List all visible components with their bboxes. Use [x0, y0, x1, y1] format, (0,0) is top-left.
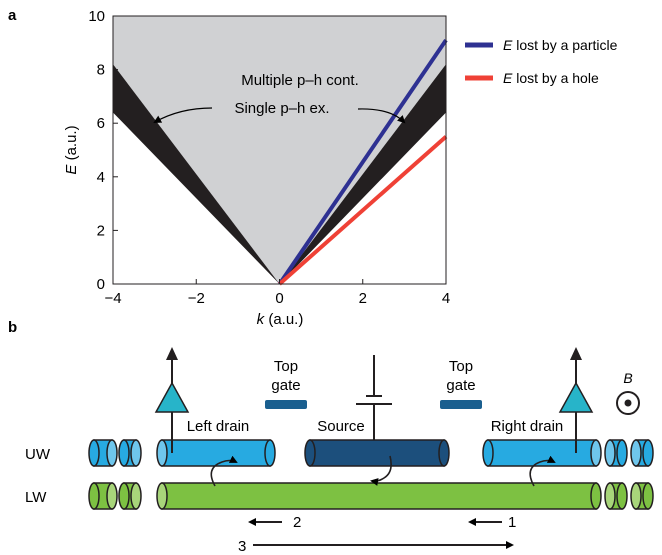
x-tick-label: −4 [104, 290, 121, 307]
x-tick-label: 4 [442, 290, 450, 307]
annotation-multiple-ph: Multiple p–h cont. [241, 72, 359, 89]
x-tick-label: −2 [188, 290, 205, 307]
y-tick-label: 6 [97, 115, 105, 132]
dispersion-chart: −4 −2 0 2 4 0 2 4 6 8 10 Multiple p–h cont. Singl… [63, 8, 450, 328]
uw-left-drain-cylinder [156, 439, 276, 467]
lw-segment-left-2 [118, 482, 142, 510]
y-tick-label: 0 [97, 276, 105, 293]
right-drain-amplifier [558, 347, 594, 453]
path-arrow-1-label: 1 [508, 514, 516, 531]
lw-segment-left-1 [88, 482, 118, 510]
top-gate-left [265, 400, 307, 409]
y-tick-label: 8 [97, 62, 105, 79]
tunneling-arrow-left [210, 455, 238, 487]
source-label: Source [317, 418, 365, 435]
chart-series [277, 38, 448, 286]
top-gate-right-label-1: Top [449, 358, 473, 375]
series-line-0 [277, 38, 448, 286]
legend-label-hole: E lost by a hole [503, 70, 599, 86]
x-tick-label: 0 [275, 290, 283, 307]
uw-segment-right-1 [604, 439, 628, 467]
lw-segment-right-1 [604, 482, 628, 510]
panel-b-label: b [8, 319, 17, 336]
left-drain-label: Left drain [187, 418, 250, 435]
annotation-single-ph: Single p–h ex. [234, 100, 329, 117]
lw-label: LW [25, 489, 47, 506]
path-arrow-3-label: 3 [238, 538, 246, 555]
uw-source-cylinder [304, 439, 450, 467]
lw-main-cylinder [156, 482, 602, 510]
uw-label: UW [25, 446, 51, 463]
source-bias-symbol [356, 355, 392, 440]
top-gate-left-label-2: gate [271, 377, 300, 394]
chart-regions [113, 16, 446, 285]
uw-segment-left-2 [118, 439, 142, 467]
device-schematic: Top gate Top gate Left drain Source Righ… [25, 347, 654, 555]
y-tick-label: 2 [97, 222, 105, 239]
b-field-label: B [623, 370, 632, 386]
uw-right-drain-cylinder [482, 439, 602, 467]
b-field-dot-icon [624, 399, 632, 407]
x-tick-label: 2 [359, 290, 367, 307]
left-drain-amplifier [154, 347, 190, 453]
right-drain-label: Right drain [491, 418, 564, 435]
panel-a-label: a [8, 7, 17, 24]
legend: E lost by a particle E lost by a hole [465, 37, 618, 86]
y-tick-label: 4 [97, 169, 105, 186]
path-arrow-2-label: 2 [293, 514, 301, 531]
annotation-arrow-right [357, 108, 406, 124]
y-tick-label: 10 [88, 8, 105, 25]
region-0 [113, 16, 446, 284]
annotation-arrow-left [153, 107, 213, 123]
uw-segment-left-1 [88, 439, 118, 467]
y-axis-label: E (a.u.) [63, 125, 80, 174]
series-line-1 [278, 135, 448, 286]
x-axis-label: k (a.u.) [257, 311, 304, 328]
lw-segment-right-2 [630, 482, 654, 510]
top-gate-right-label-2: gate [446, 377, 475, 394]
y-ticks: 0 2 4 6 8 10 [88, 8, 118, 293]
uw-segment-right-2 [630, 439, 654, 467]
tunneling-arrow-source [370, 455, 392, 486]
legend-label-particle: E lost by a particle [503, 37, 618, 53]
tunneling-arrow-right [529, 455, 556, 487]
top-gate-left-label-1: Top [274, 358, 298, 375]
top-gate-right [440, 400, 482, 409]
x-ticks: −4 −2 0 2 4 [104, 279, 450, 307]
